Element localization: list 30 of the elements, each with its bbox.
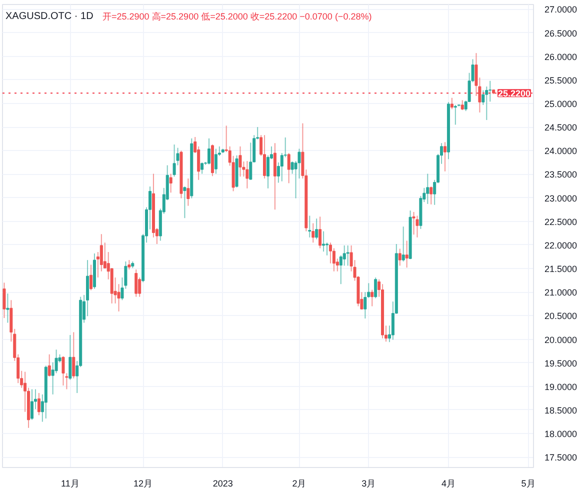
y-tick-label: 25.0000 [544, 99, 578, 110]
y-tick-label: 23.5000 [544, 170, 578, 180]
y-tick-label: 26.0000 [544, 52, 578, 62]
y-tick-label: 18.5000 [544, 405, 578, 416]
y-tick-label: 21.5000 [544, 264, 578, 274]
x-tick-label: 11月 [61, 478, 80, 488]
y-tick-label: 24.5000 [544, 122, 578, 133]
y-tick-label: 24.0000 [544, 146, 578, 156]
x-tick-label: 5月 [521, 478, 536, 488]
y-tick-label: 22.0000 [544, 240, 578, 250]
text: 开=25.2900 高=25.2900 低=25.2000 收=25.2200 −0.0700 (−0.28%) [102, 11, 372, 22]
y-tick-label: 27.0000 [544, 4, 578, 15]
text: XAGUSD.OTC · 1D [6, 10, 94, 22]
y-tick-label: 26.5000 [544, 28, 578, 38]
y-tick-label: 17.5000 [544, 452, 578, 463]
x-tick-label: 2023 [212, 478, 233, 488]
y-tick-label: 20.0000 [544, 334, 578, 345]
y-tick-label: 23.0000 [544, 193, 578, 204]
x-tick-label: 3月 [362, 478, 376, 488]
y-tick-label: 18.0000 [544, 429, 578, 440]
y-tick-label: 25.5000 [544, 75, 578, 86]
x-tick-label: 4月 [441, 478, 456, 488]
y-tick-label: 22.5000 [544, 216, 578, 227]
y-tick-label: 21.0000 [544, 288, 578, 298]
y-tick-label: 20.5000 [544, 311, 578, 322]
x-tick-label: 2月 [292, 478, 306, 488]
y-tick-label: 19.5000 [544, 358, 578, 368]
x-tick-label: 12月 [134, 478, 153, 488]
y-tick-label: 19.0000 [544, 382, 578, 392]
ref-line-label: 25.2200 [498, 88, 531, 99]
